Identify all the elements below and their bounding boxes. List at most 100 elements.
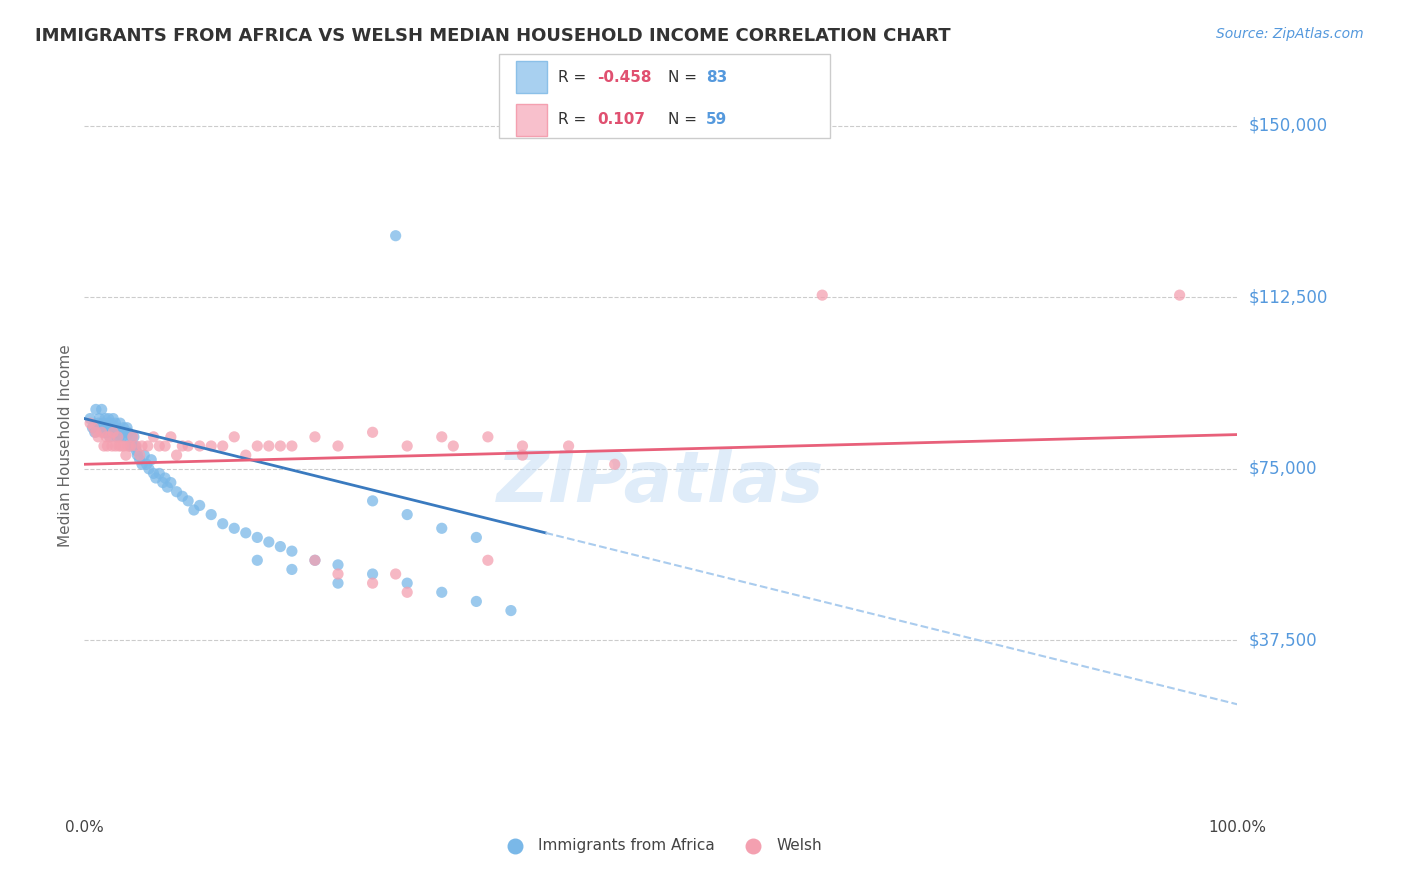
Legend: Immigrants from Africa, Welsh: Immigrants from Africa, Welsh	[494, 831, 828, 859]
Point	[361, 576, 384, 591]
Point	[148, 439, 170, 453]
Point	[188, 439, 211, 453]
Text: $75,000: $75,000	[1249, 460, 1317, 478]
Point	[110, 439, 132, 453]
Point	[121, 439, 143, 453]
Point	[160, 430, 183, 444]
Point	[152, 475, 174, 490]
Point	[97, 411, 120, 425]
Point	[87, 416, 110, 430]
Point	[153, 439, 176, 453]
Point	[105, 420, 128, 434]
Point	[94, 411, 117, 425]
Point	[441, 439, 464, 453]
Point	[257, 439, 280, 453]
Point	[326, 558, 349, 572]
Point	[110, 425, 132, 440]
Point	[396, 585, 419, 599]
Point	[101, 439, 124, 453]
Point	[211, 516, 233, 531]
Point	[160, 475, 183, 490]
Point	[79, 416, 101, 430]
Point	[269, 439, 291, 453]
Point	[131, 439, 153, 453]
Point	[326, 567, 349, 582]
Point	[89, 411, 111, 425]
Point	[90, 425, 112, 440]
Point	[115, 448, 138, 462]
Point	[396, 576, 419, 591]
Point	[257, 535, 280, 549]
Point	[96, 420, 118, 434]
Point	[304, 553, 326, 567]
Point	[269, 540, 291, 554]
Point	[112, 439, 135, 453]
Point	[98, 430, 121, 444]
Text: $150,000: $150,000	[1249, 117, 1327, 135]
Point	[603, 457, 626, 471]
Y-axis label: Median Household Income: Median Household Income	[58, 344, 73, 548]
Point	[211, 439, 233, 453]
Point	[361, 493, 384, 508]
Point	[304, 430, 326, 444]
Text: N =: N =	[668, 112, 702, 128]
Point	[82, 420, 104, 434]
Point	[177, 439, 200, 453]
Point	[166, 448, 188, 462]
Point	[166, 484, 188, 499]
Point	[246, 439, 269, 453]
Text: Source: ZipAtlas.com: Source: ZipAtlas.com	[1216, 27, 1364, 41]
Point	[91, 416, 114, 430]
Point	[104, 416, 127, 430]
Point	[281, 439, 304, 453]
Point	[135, 457, 157, 471]
Point	[235, 525, 257, 540]
Point	[156, 480, 179, 494]
Point	[107, 425, 129, 440]
Point	[101, 425, 124, 440]
Point	[134, 448, 156, 462]
Point	[125, 439, 148, 453]
Point	[111, 430, 134, 444]
Point	[430, 430, 453, 444]
Point	[96, 425, 118, 440]
Point	[84, 402, 107, 417]
Point	[142, 430, 165, 444]
Point	[96, 430, 118, 444]
Point	[361, 567, 384, 582]
Point	[131, 457, 153, 471]
Point	[200, 439, 222, 453]
Point	[281, 562, 304, 576]
Point	[811, 288, 834, 302]
Point	[177, 493, 200, 508]
Point	[107, 430, 129, 444]
Point	[246, 553, 269, 567]
Point	[153, 471, 176, 485]
Point	[96, 439, 118, 453]
Point	[124, 439, 146, 453]
Point	[103, 425, 125, 440]
Point	[246, 530, 269, 544]
Point	[120, 439, 142, 453]
Point	[326, 576, 349, 591]
Point	[200, 508, 222, 522]
Point	[361, 425, 384, 440]
Point	[188, 499, 211, 513]
Text: IMMIGRANTS FROM AFRICA VS WELSH MEDIAN HOUSEHOLD INCOME CORRELATION CHART: IMMIGRANTS FROM AFRICA VS WELSH MEDIAN H…	[35, 27, 950, 45]
Point	[79, 411, 101, 425]
Point	[224, 521, 246, 535]
Point	[83, 425, 105, 440]
Point	[115, 430, 138, 444]
Point	[384, 228, 406, 243]
Point	[117, 425, 139, 440]
Point	[142, 467, 165, 481]
Text: 59: 59	[706, 112, 727, 128]
Point	[128, 448, 150, 462]
Point	[326, 439, 349, 453]
Point	[104, 439, 127, 453]
Point	[112, 420, 135, 434]
Point	[138, 462, 160, 476]
Point	[98, 420, 121, 434]
Point	[93, 439, 115, 453]
Point	[98, 430, 121, 444]
